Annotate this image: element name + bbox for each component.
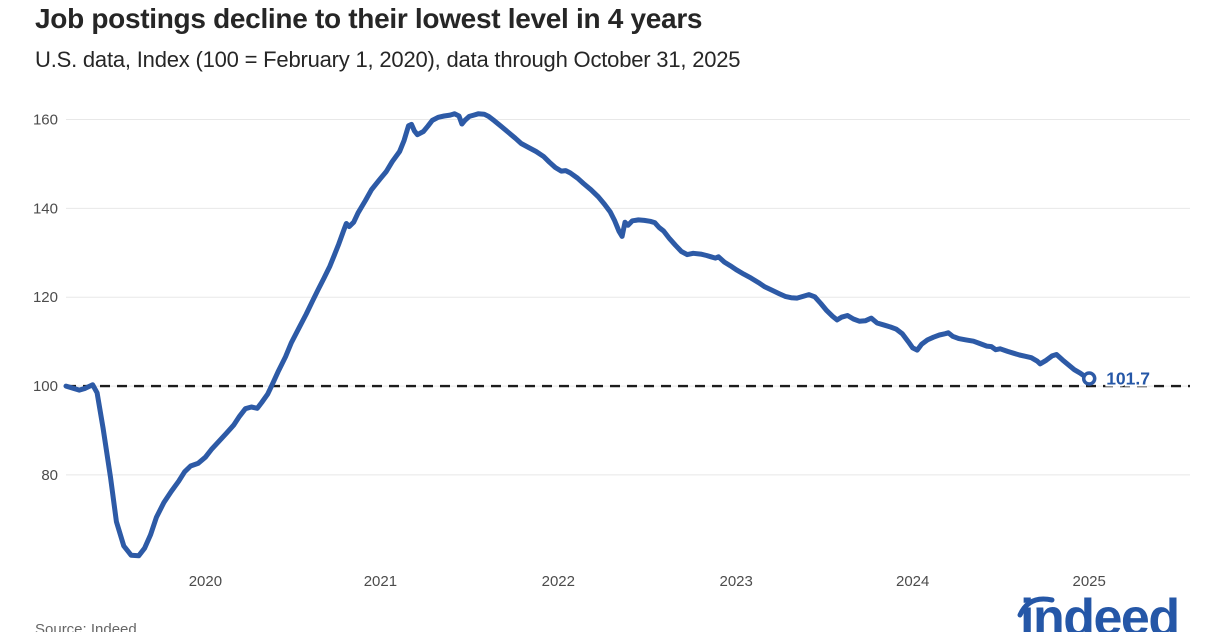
x-axis-tick-label: 2021 xyxy=(364,573,397,590)
latest-value-label: 101.7 xyxy=(1106,369,1150,389)
y-axis-tick-label: 120 xyxy=(33,289,58,306)
x-axis-tick-label: 2025 xyxy=(1073,573,1106,590)
y-axis-tick-label: 140 xyxy=(33,200,58,217)
x-axis-tick-label: 2024 xyxy=(896,573,929,590)
source-note: Source: Indeed xyxy=(35,621,137,632)
indeed-logo-swoosh-icon xyxy=(1017,596,1055,618)
x-axis-tick-label: 2022 xyxy=(542,573,575,590)
latest-value-marker xyxy=(1081,371,1097,386)
x-axis-tick-label: 2023 xyxy=(720,573,753,590)
job-postings-index-line xyxy=(63,111,1092,559)
y-axis-tick-label: 100 xyxy=(33,378,58,395)
y-axis-tick-label: 80 xyxy=(41,467,58,484)
indeed-logo: indeed xyxy=(1017,592,1180,632)
x-axis-tick-label: 2020 xyxy=(189,573,222,590)
page-subtitle: U.S. data, Index (100 = February 1, 2020… xyxy=(35,47,741,72)
page-title: Job postings decline to their lowest lev… xyxy=(35,3,703,34)
y-axis-tick-label: 160 xyxy=(33,112,58,129)
